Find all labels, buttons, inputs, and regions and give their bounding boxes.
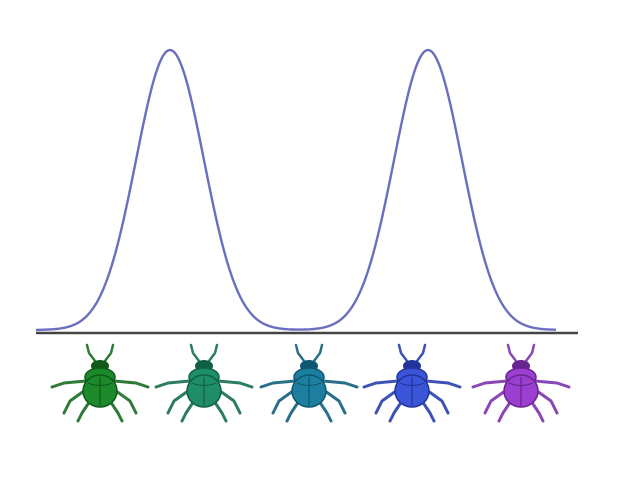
beetle-green-icon xyxy=(50,343,150,423)
bimodal-distribution-curve xyxy=(36,48,557,332)
beetle-teal-icon xyxy=(259,343,359,423)
beetle-purple-icon xyxy=(471,343,571,423)
beetle-row xyxy=(50,343,571,423)
beetle-blue-icon xyxy=(362,343,462,423)
beetle-teal-green-icon xyxy=(154,343,254,423)
